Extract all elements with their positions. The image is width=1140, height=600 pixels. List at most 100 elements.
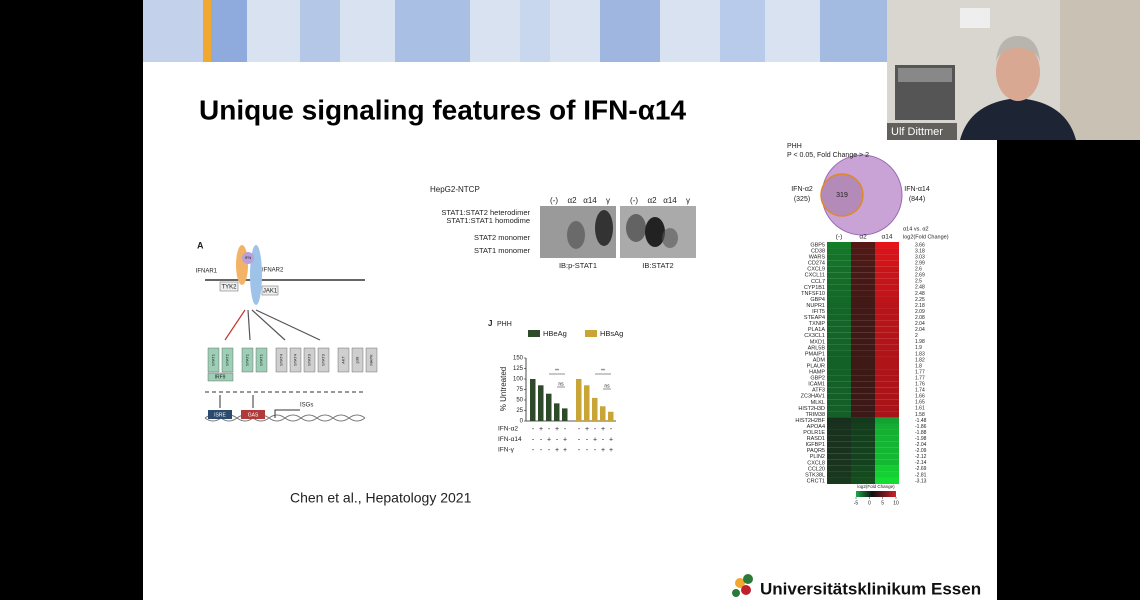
value-header: α14 vs. α2 <box>903 226 929 232</box>
treatment-sign: + <box>601 426 605 433</box>
heatmap-cell <box>851 369 875 376</box>
heatmap-cell <box>827 465 851 472</box>
heatmap-cell <box>851 381 875 388</box>
stat-box <box>365 347 378 373</box>
gene-label: NUPR1 <box>806 303 825 309</box>
stat-box <box>289 347 302 373</box>
fold-change: -2.69 <box>915 466 927 472</box>
fold-change: 2.99 <box>915 261 925 267</box>
heatmap-cell <box>851 242 875 249</box>
fold-change: 1.82 <box>915 357 925 363</box>
fold-change: -1.98 <box>915 436 927 442</box>
heatmap-cell <box>875 453 899 460</box>
fold-change: 1.77 <box>915 369 925 375</box>
heatmap-cell <box>875 248 899 255</box>
stat-label: STAT1 <box>245 353 250 366</box>
stat-label: STAT2 <box>225 353 230 366</box>
gene-label: ICAM1 <box>808 382 825 388</box>
heatmap-cell <box>875 411 899 418</box>
treatment-sign: - <box>540 447 543 454</box>
person-body <box>960 98 1076 140</box>
gene-label: ATF3 <box>812 388 825 394</box>
blot-row-label: STAT1:STAT1 homodime <box>446 216 530 225</box>
heatmap-column: α2 <box>859 234 867 241</box>
treatment-sign: + <box>609 436 613 443</box>
heatmap-cell <box>827 278 851 285</box>
heatmap-cell <box>875 278 899 285</box>
person-head <box>996 43 1040 101</box>
heatmap-cell <box>875 429 899 436</box>
heatmap-cell <box>851 296 875 303</box>
bar <box>530 379 536 421</box>
blot-row-label: STAT1 monomer <box>474 246 530 255</box>
heatmap-cell <box>875 375 899 382</box>
gene-label: CXCL9 <box>807 267 825 273</box>
fold-change: 3.18 <box>915 248 925 254</box>
heatmap-cell <box>875 338 899 345</box>
gene-label: CYP1B1 <box>804 285 825 291</box>
heatmap-cell <box>851 302 875 309</box>
stat-label: MAPK <box>369 354 374 366</box>
fold-change: 2.04 <box>915 327 925 333</box>
gene-label: ADM <box>813 357 826 363</box>
gene-label: STK38L <box>805 472 825 478</box>
stripe <box>395 0 470 62</box>
heatmap-cell <box>851 326 875 333</box>
fold-change: -2.12 <box>915 454 927 460</box>
bar <box>546 393 552 421</box>
colorbar-tick-label: 5 <box>881 500 884 506</box>
blot-row-label: STAT1:STAT2 heterodimer <box>441 208 530 217</box>
stripe <box>820 0 890 62</box>
lane-label: α14 <box>663 196 677 205</box>
venn-shapes <box>820 154 903 236</box>
fold-change: 3.03 <box>915 254 925 260</box>
venn-criteria: P < 0.05, Fold Change > 2 <box>787 152 869 159</box>
heatmap-cell <box>851 447 875 454</box>
heatmap-cell <box>827 338 851 345</box>
webcam: Ulf Dittmer <box>887 0 1140 140</box>
band <box>567 221 585 249</box>
heatmap-cell <box>851 405 875 412</box>
treatment-sign: + <box>601 447 605 454</box>
arrow <box>247 309 251 341</box>
fold-change: 1.77 <box>915 375 925 381</box>
legend-swatch <box>528 330 540 337</box>
heatmap-cell <box>875 369 899 376</box>
heatmap-cell <box>875 441 899 448</box>
heatmap-cell <box>827 363 851 370</box>
arrow <box>255 309 321 341</box>
gene-label: APOA4 <box>807 424 825 430</box>
gene-label: TRIM38 <box>805 412 825 418</box>
bar <box>600 406 606 421</box>
stat-box <box>275 347 288 373</box>
heatmap-cell <box>875 242 899 249</box>
lane-label: γ <box>686 196 690 205</box>
fold-change: -2.81 <box>915 472 927 478</box>
element-box <box>241 410 265 419</box>
venn-label: (844) <box>909 196 925 203</box>
heatmap-cell <box>851 278 875 285</box>
blot-caption: IB:STAT2 <box>642 261 673 270</box>
treatment-sign: + <box>539 426 543 433</box>
heatmap-cell <box>875 314 899 321</box>
treatment-sign: - <box>556 436 559 443</box>
sig-label: ** <box>601 368 605 374</box>
gene-label: TNFSF10 <box>801 291 825 297</box>
heatmap-cell <box>875 435 899 442</box>
gene-label: GBP2 <box>810 376 825 382</box>
stat-label: STAT4 <box>293 353 298 366</box>
logo-text: Universitätsklinikum Essen <box>760 579 981 598</box>
heatmap-cell <box>875 465 899 472</box>
stat-box <box>207 347 220 373</box>
stat-box <box>337 347 350 373</box>
gene-label: RASD1 <box>807 436 825 442</box>
lane-label: (-) <box>550 196 558 205</box>
blot-shapes <box>540 206 696 258</box>
venn-label: IFN-α14 <box>904 186 930 193</box>
fold-change: 2 <box>915 333 918 339</box>
treatment-sign: + <box>555 447 559 454</box>
heatmap-cell <box>851 363 875 370</box>
blot-row-label: STAT2 monomer <box>474 233 530 242</box>
gene-label: ARL5B <box>808 345 826 351</box>
heatmap-cell <box>827 381 851 388</box>
